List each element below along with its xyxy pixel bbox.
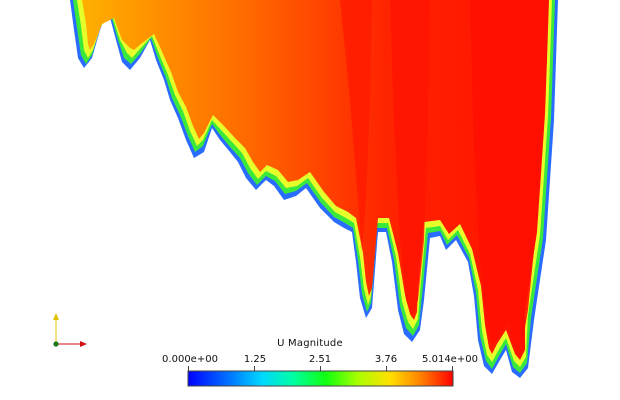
colorbar-gradient bbox=[187, 370, 454, 387]
core-streak-3 bbox=[340, 0, 372, 250]
colorbar-tick-label: 5.014e+00 bbox=[422, 354, 478, 365]
colorbar-tick-mark bbox=[386, 366, 387, 371]
y-axis-arrow-icon bbox=[53, 313, 59, 320]
origin-dot-icon bbox=[53, 341, 59, 347]
colorbar-tick-mark bbox=[254, 366, 255, 371]
x-axis-arrow-icon bbox=[80, 341, 87, 347]
core-streak-1 bbox=[390, 0, 430, 318]
velocity-field-plot bbox=[70, 0, 558, 378]
colorbar-tick-label: 3.76 bbox=[374, 354, 398, 365]
colorbar-tick-label: 0.000e+00 bbox=[162, 354, 218, 365]
colorbar-tick-mark bbox=[452, 366, 453, 371]
orientation-axes[interactable] bbox=[44, 308, 94, 352]
field-core bbox=[82, 0, 549, 360]
colorbar-tick-mark bbox=[320, 366, 321, 371]
colorbar-tick-label: 1.25 bbox=[243, 354, 267, 365]
colorbar-tick-mark bbox=[188, 366, 189, 371]
colorbar-tick-label: 2.51 bbox=[308, 354, 332, 365]
colorbar-title: U Magnitude bbox=[277, 338, 343, 349]
core-streak-2 bbox=[470, 0, 545, 350]
